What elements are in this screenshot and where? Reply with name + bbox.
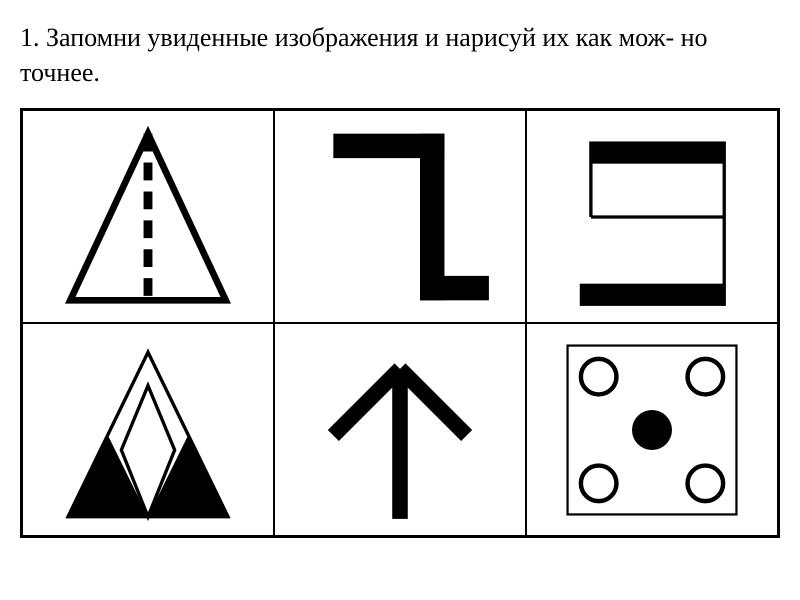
z-bracket-icon [300,117,500,317]
figure-grid [20,108,780,538]
up-arrow-icon [300,330,500,530]
triangle-dashed-median-icon [48,117,248,317]
instruction-text: 1. Запомни увиденные изображения и нарис… [20,20,780,90]
five-dots-icon [552,330,752,530]
triangle-diamond-icon [43,330,253,530]
cell-triangle-diamond [22,323,274,536]
cell-up-arrow [274,323,526,536]
cell-triangle-dashed-median [22,110,274,323]
cell-z-bracket [274,110,526,323]
digital-nine-icon [552,117,752,317]
cell-five-dots [526,323,778,536]
cell-digital-nine [526,110,778,323]
